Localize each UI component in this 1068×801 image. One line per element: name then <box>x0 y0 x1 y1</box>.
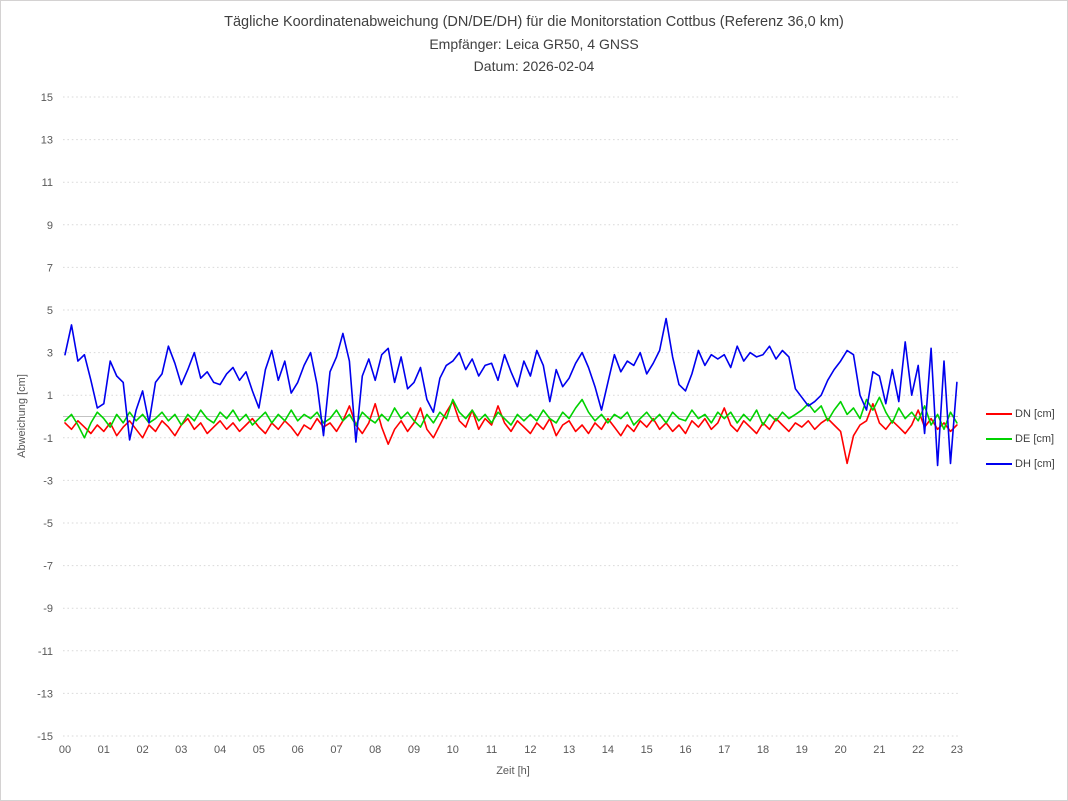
y-tick-label: -3 <box>43 475 53 487</box>
y-tick-label: 13 <box>41 135 53 147</box>
x-tick-label: 00 <box>59 744 71 756</box>
y-tick-label: -11 <box>38 646 53 658</box>
legend-entry-dh: DH [cm] <box>986 451 1055 476</box>
y-axis-title: Abweichung [cm] <box>16 374 28 458</box>
x-tick-label: 03 <box>175 744 187 756</box>
y-tick-label: -7 <box>43 561 53 573</box>
x-tick-label: 20 <box>834 744 846 756</box>
legend-label-de: DE [cm] <box>1015 432 1055 445</box>
x-tick-label: 15 <box>641 744 653 756</box>
y-tick-label: 11 <box>42 177 53 189</box>
x-tick-label: 21 <box>873 744 885 756</box>
x-tick-label: 22 <box>912 744 924 756</box>
series-line-de <box>64 396 958 439</box>
x-tick-label: 11 <box>486 744 497 756</box>
x-tick-label: 16 <box>679 744 691 756</box>
series-line-dh <box>64 317 958 467</box>
x-tick-label: 10 <box>447 744 459 756</box>
legend-entry-dn: DN [cm] <box>986 401 1055 426</box>
x-tick-label: 06 <box>292 744 304 756</box>
x-tick-label: 17 <box>718 744 730 756</box>
y-tick-label: 9 <box>47 220 53 232</box>
x-tick-label: 12 <box>524 744 536 756</box>
x-tick-label: 01 <box>98 744 110 756</box>
legend-entry-de: DE [cm] <box>986 426 1055 451</box>
de-line-swatch <box>986 437 1012 440</box>
x-tick-label: 07 <box>330 744 342 756</box>
x-tick-label: 08 <box>369 744 381 756</box>
dn-line-swatch <box>986 412 1012 415</box>
y-tick-label: 5 <box>47 305 53 317</box>
x-tick-label: 05 <box>253 744 265 756</box>
dh-line-swatch <box>986 462 1012 465</box>
y-tick-label: 15 <box>41 92 53 104</box>
y-tick-label: 7 <box>47 262 53 274</box>
legend-label-dh: DH [cm] <box>1015 457 1055 470</box>
chart-title-block: Tägliche Koordinatenabweichung (DN/DE/DH… <box>1 11 1067 77</box>
x-tick-label: 14 <box>602 744 614 756</box>
x-tick-label: 13 <box>563 744 575 756</box>
x-tick-label: 19 <box>796 744 808 756</box>
y-tick-label: -1 <box>43 433 53 445</box>
x-tick-label: 09 <box>408 744 420 756</box>
x-tick-label: 04 <box>214 744 226 756</box>
chart-title: Tägliche Koordinatenabweichung (DN/DE/DH… <box>224 14 844 30</box>
series-line-dn <box>64 400 958 465</box>
y-tick-label: 3 <box>47 348 53 360</box>
y-tick-label: -15 <box>37 731 53 743</box>
chart-subtitle-date: Datum: 2026-02-04 <box>473 58 595 74</box>
legend-label-dn: DN [cm] <box>1015 407 1055 420</box>
x-tick-label: 18 <box>757 744 769 756</box>
chart-subtitle-receiver: Empfänger: Leica GR50, 4 GNSS <box>429 36 639 52</box>
x-tick-label: 23 <box>951 744 963 756</box>
y-tick-label: 1 <box>47 390 53 402</box>
x-tick-label: 02 <box>136 744 148 756</box>
legend: DN [cm] DE [cm] DH [cm] <box>986 401 1055 476</box>
y-tick-label: -9 <box>43 603 53 615</box>
y-tick-label: -5 <box>43 518 53 530</box>
y-tick-label: -13 <box>37 688 53 700</box>
x-axis-title: Zeit [h] <box>496 765 530 777</box>
